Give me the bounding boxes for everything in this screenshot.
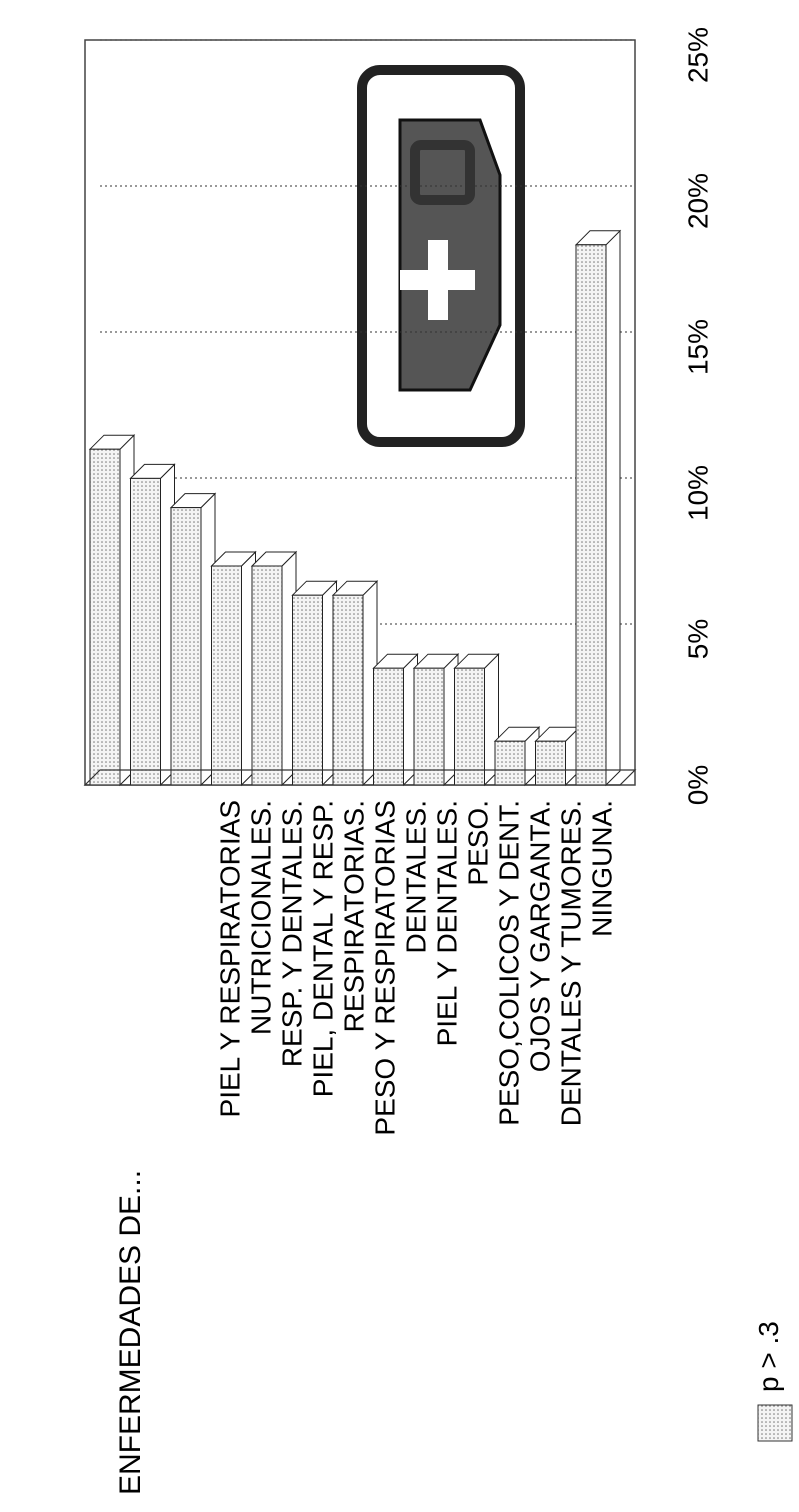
category-label: PESO Y RESPIRATORIAS bbox=[369, 800, 400, 1136]
bar bbox=[454, 667, 485, 786]
bar bbox=[575, 244, 607, 786]
legend-swatch bbox=[757, 1404, 793, 1442]
x-tick-label: 5% bbox=[682, 619, 713, 659]
category-label: DENTALES. bbox=[400, 800, 431, 954]
x-tick-label: 10% bbox=[682, 465, 713, 521]
bar bbox=[535, 740, 566, 786]
bar bbox=[494, 740, 526, 786]
medical-kit-icon bbox=[357, 65, 525, 447]
bars bbox=[88, 229, 622, 787]
category-label: PESO,COLICOS Y DENT. bbox=[493, 800, 524, 1126]
x-tick-label: 15% bbox=[682, 319, 713, 375]
floor bbox=[83, 769, 637, 786]
category-label: PIEL, DENTAL Y RESP. bbox=[307, 800, 338, 1097]
x-tick-label: 20% bbox=[682, 173, 713, 229]
category-label: NUTRICIONALES. bbox=[245, 800, 276, 1035]
x-tick-label: 0% bbox=[682, 765, 713, 805]
legend-label: p > .3 bbox=[753, 1321, 784, 1392]
category-label: PESO. bbox=[462, 800, 493, 886]
category-label: DENTALES Y TUMORES. bbox=[555, 800, 586, 1126]
bar bbox=[413, 667, 445, 786]
bar bbox=[130, 477, 161, 786]
bar-side bbox=[605, 229, 621, 787]
chart-title: ENFERMEDADES DE... bbox=[114, 1170, 147, 1495]
bar bbox=[332, 594, 364, 786]
category-label: NINGUNA. bbox=[586, 800, 617, 937]
bar bbox=[89, 448, 121, 786]
category-label: RESP. Y DENTALES. bbox=[276, 800, 307, 1067]
bar bbox=[251, 565, 283, 786]
x-tick-label: 25% bbox=[682, 27, 713, 83]
category-label: PIEL Y DENTALES. bbox=[431, 800, 462, 1046]
bar bbox=[170, 507, 202, 786]
category-label: OJOS Y GARGANTA. bbox=[524, 800, 555, 1072]
category-label: RESPIRATORIAS. bbox=[338, 800, 369, 1032]
bar bbox=[373, 667, 404, 786]
bar bbox=[211, 565, 242, 786]
bar bbox=[292, 594, 323, 786]
category-label: PIEL Y RESPIRATORIAS bbox=[214, 800, 245, 1117]
